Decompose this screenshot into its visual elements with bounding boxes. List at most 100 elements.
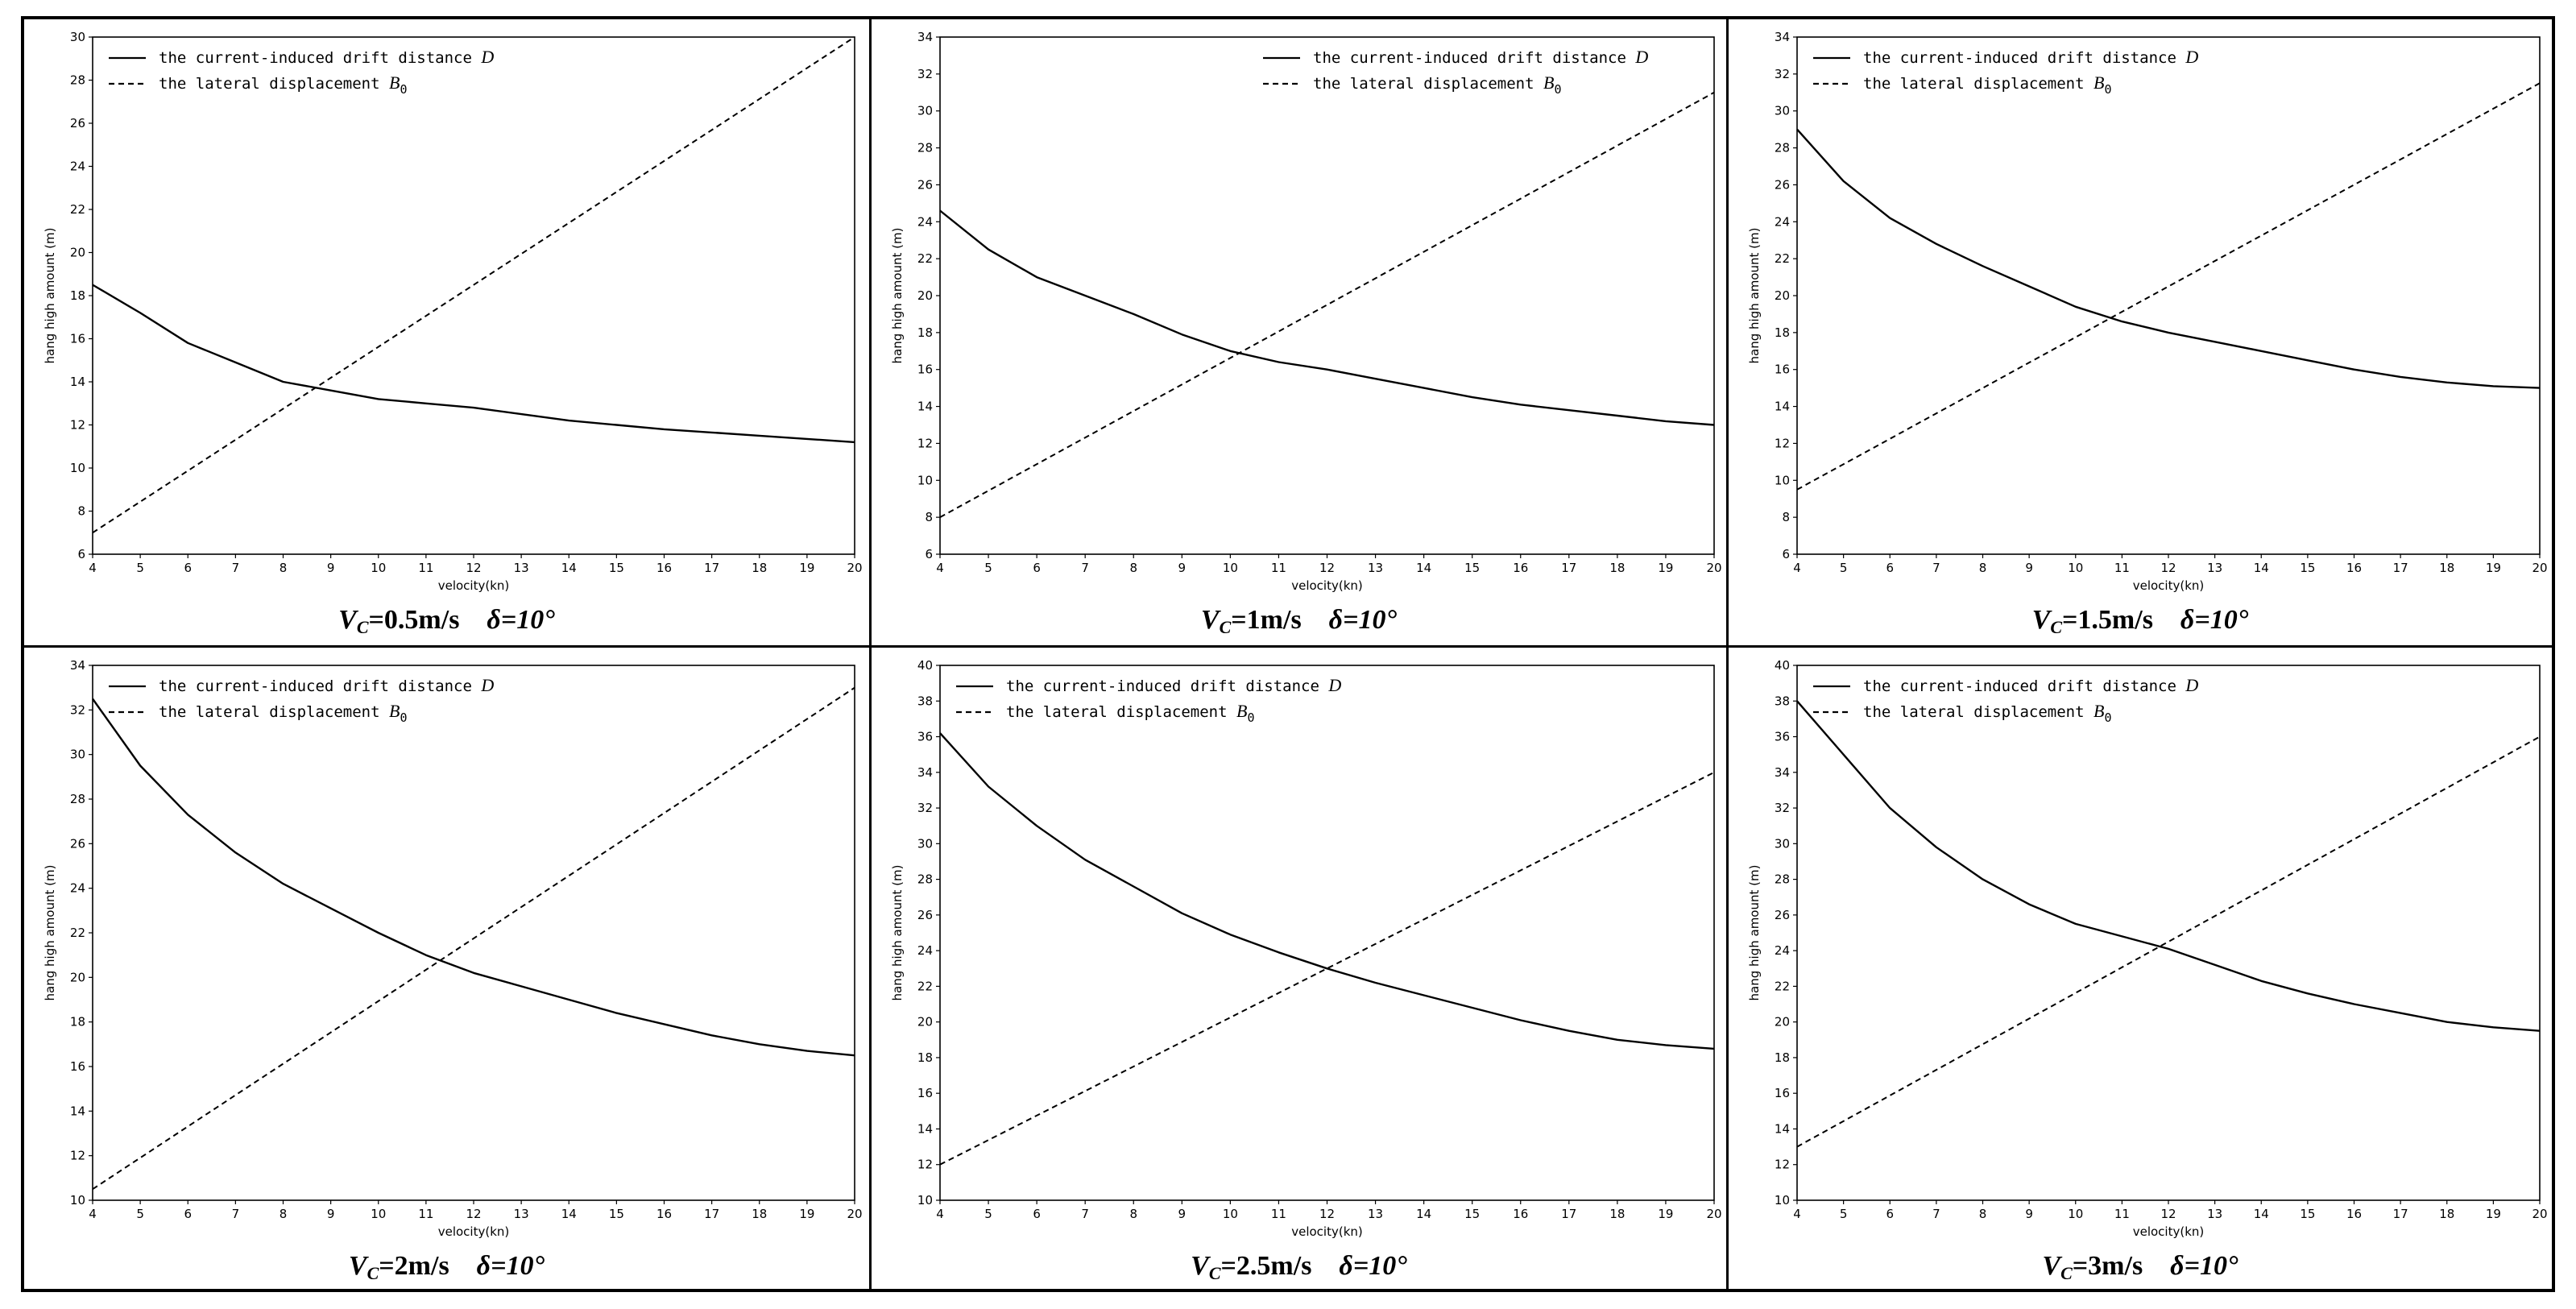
plot-frame [1796, 665, 2541, 1201]
x-tick-label: 17 [704, 1207, 719, 1221]
y-tick-label: 10 [70, 1193, 85, 1208]
x-tick-label: 18 [752, 561, 767, 575]
y-tick-label: 18 [70, 1015, 85, 1029]
y-tick-label: 28 [70, 73, 85, 88]
chart-svg: 4 5 6 7 8 9 10 11 12 13 14 15 16 17 18 19 20 6 8 10 12 14 16 18… [43, 30, 863, 593]
y-tick-label: 30 [1775, 836, 1790, 851]
x-tick-label: 10 [2068, 1207, 2083, 1221]
y-tick-label: 24 [70, 159, 85, 174]
x-tick-label: 5 [1840, 561, 1848, 575]
y-tick-label: 32 [917, 801, 933, 815]
chart-panel-5: 4 5 6 7 8 9 10 11 12 13 14 15 16 17 18 19 20 10 12 14 16 18 20… [869, 645, 1726, 1289]
x-tick-label: 17 [704, 561, 719, 575]
x-tick-label: 14 [1416, 1207, 1431, 1221]
x-tick-label: 13 [2207, 1207, 2222, 1221]
y-tick-label: 20 [1775, 288, 1790, 303]
y-tick-label: 12 [917, 1158, 933, 1172]
x-tick-label: 7 [1932, 561, 1940, 575]
x-tick-label: 7 [1081, 561, 1089, 575]
x-tick-label: 5 [136, 1207, 144, 1221]
y-tick-label: 8 [77, 504, 85, 519]
legend-entry: the current-induced drift distance D [1863, 675, 2198, 695]
x-tick-label: 12 [2160, 561, 2176, 575]
x-tick-label: 6 [184, 561, 192, 575]
caption-variable: V [348, 1251, 367, 1281]
plot-frame [92, 36, 855, 555]
x-tick-label: 10 [371, 561, 386, 575]
y-tick-label: 30 [70, 30, 85, 44]
x-tick-label: 16 [656, 1207, 672, 1221]
legend-entry-variable: D [480, 47, 494, 67]
x-tick-label: 15 [1464, 1207, 1480, 1221]
y-tick-label: 22 [917, 979, 933, 993]
legend-entry-subscript: 0 [2104, 710, 2111, 725]
caption-variable: V [1200, 605, 1220, 635]
x-tick-label: 13 [514, 1207, 529, 1221]
x-tick-label: 9 [1178, 561, 1187, 575]
legend-entry-variable: D [1634, 47, 1648, 67]
y-tick-label: 40 [1775, 658, 1790, 673]
legend-entry-subscript: 0 [400, 82, 407, 97]
y-tick-label: 6 [925, 547, 933, 561]
chart-panel-2: 4 5 6 7 8 9 10 11 12 13 14 15 16 17 18 19 20 6 8 10 12 14 16 18… [869, 19, 1726, 645]
legend-entry: the current-induced drift distance D [1313, 47, 1648, 67]
x-tick-label: 20 [2532, 1207, 2547, 1221]
caption-current-speed: =1.5m/s [2062, 605, 2153, 635]
y-tick-label: 10 [917, 473, 933, 487]
x-tick-label: 9 [327, 561, 335, 575]
series-line-lateral-displacement [92, 36, 855, 534]
x-tick-label: 4 [936, 561, 944, 575]
x-tick-label: 8 [1979, 1207, 1987, 1221]
x-tick-label: 13 [514, 561, 529, 575]
caption-variable: V [1191, 1251, 1209, 1281]
plot-frame [939, 665, 1715, 1201]
series-line-drift-distance [1796, 700, 2541, 1032]
y-tick-label: 16 [917, 1086, 933, 1100]
x-tick-label: 9 [327, 1207, 335, 1221]
x-tick-label: 19 [2486, 561, 2501, 575]
y-tick-label: 26 [917, 177, 933, 192]
y-tick-label: 38 [1775, 694, 1790, 708]
y-axis-label: hang high amount (m) [43, 865, 57, 1001]
panel-caption: VC=2.5m/s δ=10° [872, 1251, 1726, 1284]
y-tick-label: 14 [70, 375, 85, 389]
y-tick-label: 18 [1775, 325, 1790, 340]
x-tick-label: 13 [2207, 561, 2222, 575]
y-tick-label: 24 [1775, 943, 1790, 958]
legend-entry: the lateral displacement B0 [1863, 72, 2111, 97]
x-tick-label: 16 [656, 561, 672, 575]
x-tick-label: 20 [1706, 1207, 1721, 1221]
caption-variable: V [338, 605, 357, 635]
y-tick-label: 12 [70, 418, 85, 433]
x-tick-label: 7 [232, 1207, 240, 1221]
legend-entry: the current-induced drift distance D [1863, 47, 2198, 67]
y-axis-label: hang high amount (m) [890, 228, 905, 364]
panel-caption: VC=0.5m/s δ=10° [24, 605, 869, 638]
x-tick-label: 9 [1178, 1207, 1187, 1221]
series-line-drift-distance [92, 698, 855, 1057]
x-tick-label: 4 [89, 561, 97, 575]
x-tick-label: 12 [2160, 1207, 2176, 1221]
y-tick-label: 32 [1775, 67, 1790, 81]
panel-caption: VC=1m/s δ=10° [872, 605, 1726, 638]
x-axis-label: velocity(kn) [438, 578, 510, 593]
caption-subscript: C [367, 1263, 379, 1283]
y-tick-label: 10 [70, 461, 85, 475]
chart-svg: 4 5 6 7 8 9 10 11 12 13 14 15 16 17 18 19 20 10 12 14 16 18 20… [1747, 658, 2548, 1239]
legend-entry-variable: D [1327, 675, 1341, 695]
y-tick-label: 22 [917, 251, 933, 266]
y-tick-label: 20 [70, 246, 85, 260]
caption-current-speed: =1m/s [1231, 605, 1302, 635]
y-tick-label: 32 [1775, 801, 1790, 815]
y-tick-label: 28 [1775, 872, 1790, 887]
x-tick-label: 17 [2393, 1207, 2408, 1221]
series-line-drift-distance [939, 209, 1715, 426]
x-tick-label: 11 [2114, 1207, 2130, 1221]
x-axis-label: velocity(kn) [438, 1224, 510, 1239]
panel-caption: VC=2m/s δ=10° [24, 1251, 869, 1284]
y-tick-label: 8 [1782, 510, 1790, 524]
legend-entry: the lateral displacement B0 [159, 701, 407, 725]
x-tick-label: 16 [2346, 561, 2362, 575]
x-tick-label: 18 [1609, 1207, 1625, 1221]
y-tick-label: 24 [70, 881, 85, 896]
